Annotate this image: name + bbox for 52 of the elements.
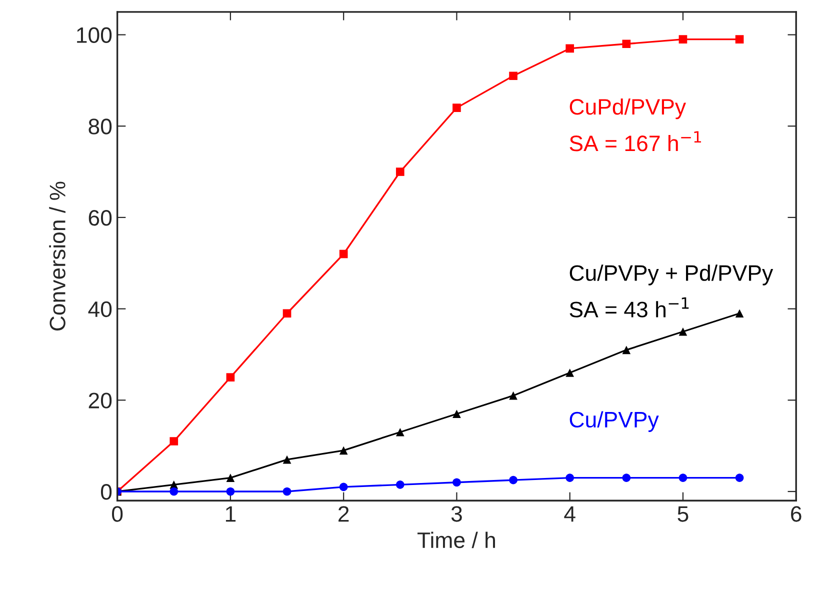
x-tick-label: 3 [451, 506, 462, 522]
point [282, 487, 292, 496]
x-tick-label: 2 [338, 506, 349, 522]
point [282, 455, 292, 464]
point [566, 44, 574, 53]
point [622, 474, 631, 482]
series-label: Cu/PVPy + Pd/PVPy [570, 264, 774, 286]
point [735, 474, 744, 482]
x-tick-label: 5 [678, 506, 688, 522]
point [452, 478, 461, 487]
x-tick-label: 4 [564, 506, 576, 522]
point [396, 428, 404, 436]
point [509, 476, 518, 484]
point [282, 309, 292, 318]
point [678, 327, 688, 336]
point [226, 474, 235, 482]
annotation: SA = 43 h$^{−1}$ [570, 297, 689, 318]
x-tick-label: 1 [226, 506, 236, 522]
point [396, 480, 404, 489]
y-tick-label: 0 [100, 484, 112, 500]
point [622, 346, 631, 354]
point [735, 35, 744, 44]
point [339, 482, 348, 492]
x-tick-label: 0 [112, 506, 123, 522]
y-tick-label: 80 [88, 118, 112, 134]
y-tick-label: 60 [88, 210, 112, 226]
y-tick-label: 40 [88, 301, 112, 318]
point [566, 474, 574, 482]
point [452, 410, 461, 418]
x-tick-label: 6 [791, 506, 802, 522]
point [509, 72, 518, 80]
point [396, 168, 404, 176]
text: CuPd/PVPy [570, 98, 686, 120]
point [170, 487, 178, 496]
point [339, 250, 348, 258]
point [452, 104, 461, 112]
point [226, 373, 235, 382]
annotation: SA = 167 h$^{−1}$ [570, 131, 701, 152]
point [678, 35, 688, 44]
x-axis-title: Time / h [418, 532, 495, 548]
point [170, 437, 178, 446]
y-axis-title: Conversion / % [49, 182, 66, 330]
point [226, 487, 235, 496]
point [735, 309, 744, 318]
y-tick-label: 100 [77, 27, 112, 44]
point [509, 391, 518, 400]
point [622, 40, 631, 48]
series-label: Cu/PVPy [570, 411, 659, 432]
y-tick-label: 20 [88, 392, 112, 408]
point [339, 446, 348, 455]
point [566, 368, 574, 377]
point [678, 474, 688, 482]
